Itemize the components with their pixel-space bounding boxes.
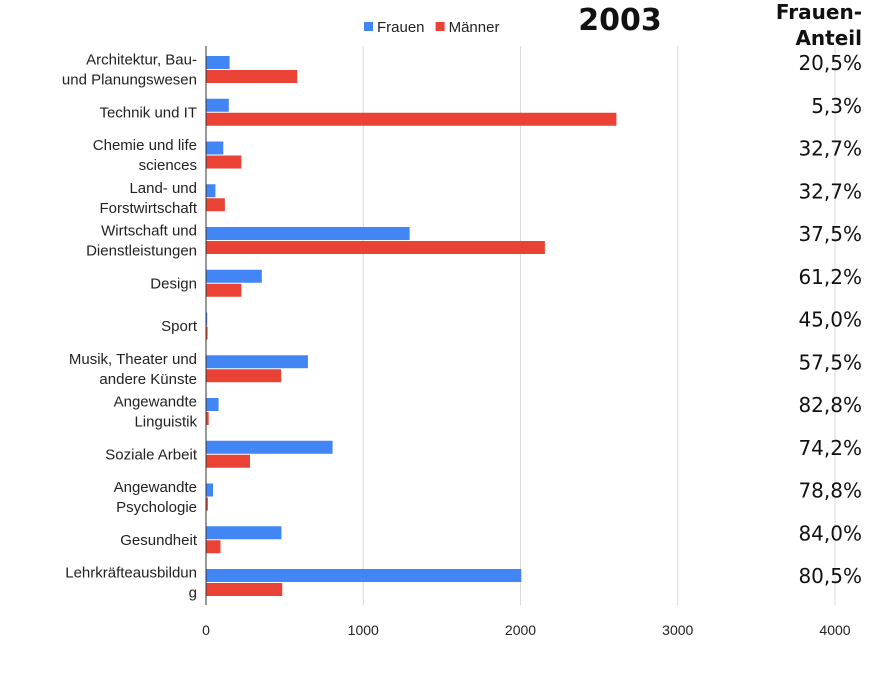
bar-männer: [206, 198, 225, 212]
bar-männer: [206, 70, 298, 83]
share-value: 57,5%: [798, 350, 862, 374]
legend-swatch: [435, 22, 445, 31]
bar-männer: [206, 454, 251, 468]
share-value: 61,2%: [798, 265, 862, 289]
bar-frauen: [206, 184, 216, 198]
bar-frauen: [206, 56, 230, 69]
share-value: 32,7%: [798, 137, 862, 161]
bar-frauen: [206, 141, 224, 155]
share-value: 20,5%: [798, 51, 862, 75]
bar-männer: [206, 369, 282, 383]
x-tick-label: 3000: [662, 622, 693, 638]
category-label: Angewandte Linguistik: [114, 394, 198, 431]
bar-frauen: [206, 355, 308, 369]
bar-männer: [206, 326, 208, 340]
bar-frauen: [206, 526, 282, 540]
bar-frauen: [206, 312, 208, 326]
share-value: 84,0%: [798, 521, 862, 545]
axes: 0 1000 2000 3000 4000: [202, 46, 851, 638]
bar-männer: [206, 241, 545, 254]
category-label: Lehrkräfteausbildun g: [65, 565, 197, 602]
share-value: 82,8%: [798, 393, 862, 417]
bar-frauen: [206, 440, 333, 454]
bar-frauen: [206, 569, 522, 582]
share-value: 45,0%: [798, 308, 862, 332]
chart-title: 2003: [578, 3, 662, 38]
bar-frauen: [206, 398, 219, 411]
bar-männer: [206, 283, 242, 297]
bar-frauen: [206, 227, 410, 240]
share-value: 80,5%: [798, 564, 862, 588]
category-label: Sport: [161, 318, 198, 335]
bar-männer: [206, 412, 209, 425]
x-tick-label: 0: [202, 622, 210, 638]
bar-frauen: [206, 483, 214, 497]
category-label: Gesundheit: [120, 532, 198, 549]
share-value: 32,7%: [798, 179, 862, 203]
category-label: Design: [150, 275, 197, 292]
share-value: 74,2%: [798, 436, 862, 460]
bar-männer: [206, 155, 242, 169]
share-header: Frauen-Anteil: [776, 0, 862, 50]
category-label: Wirtschaft und Dienstleistungen: [86, 223, 197, 260]
category-label: Soziale Arbeit: [105, 446, 198, 463]
category-label: Chemie und life sciences: [93, 137, 197, 174]
legend-label: Frauen: [377, 19, 425, 36]
grid-lines: [362, 46, 836, 605]
bar-frauen: [206, 269, 262, 283]
x-tick-label: 2000: [505, 622, 536, 638]
bar-männer: [206, 497, 208, 511]
bar-frauen: [206, 98, 229, 112]
bars: [206, 56, 617, 596]
category-label: Architektur, Bau-und Planungswesen: [62, 52, 197, 89]
bar-männer: [206, 583, 283, 596]
bar-männer: [206, 540, 221, 554]
x-tick-label: 4000: [819, 622, 850, 638]
category-label: Musik, Theater und andere Künste: [69, 351, 197, 388]
share-value: 37,5%: [798, 222, 862, 246]
category-labels: Architektur, Bau-und Planungswesen Techni…: [62, 52, 198, 602]
share-value: 5,3%: [811, 94, 862, 118]
bar-männer: [206, 112, 617, 126]
legend: Frauen Männer: [364, 19, 499, 36]
legend-swatch: [364, 22, 373, 31]
category-label: Land- und Forstwirtschaft: [99, 180, 197, 217]
share-value: 78,8%: [798, 479, 862, 503]
category-label: Angewandte Psychologie: [114, 479, 197, 516]
legend-label: Männer: [449, 19, 500, 36]
x-tick-label: 1000: [348, 622, 379, 638]
category-label: Technik und IT: [99, 104, 197, 121]
